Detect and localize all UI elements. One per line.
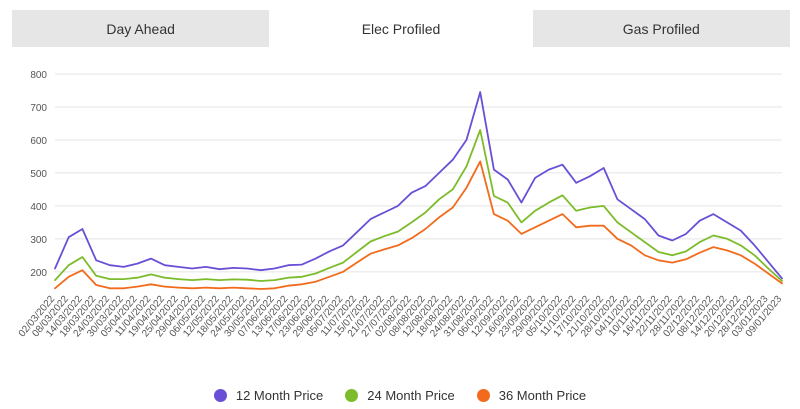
tab-elec-profiled[interactable]: Elec Profiled	[272, 10, 530, 47]
y-tick-label: 800	[30, 70, 47, 81]
tab-bar: Day Ahead Elec Profiled Gas Profiled	[12, 10, 790, 47]
price-line-chart: 20030040050060070080002/03/202208/03/202…	[17, 70, 785, 339]
tab-day-ahead[interactable]: Day Ahead	[12, 10, 270, 47]
legend-label-12-month: 12 Month Price	[235, 387, 324, 403]
legend-item-12-month[interactable]: 12 Month Price	[213, 387, 324, 403]
series-line-12-month	[54, 91, 783, 280]
series-line-36-month	[54, 160, 783, 290]
legend-swatch-12-month	[213, 388, 227, 402]
legend-swatch-24-month	[345, 388, 359, 402]
legend-item-24-month[interactable]: 24 Month Price	[345, 387, 455, 403]
tab-gas-profiled[interactable]: Gas Profiled	[532, 10, 790, 47]
y-tick-label: 500	[30, 169, 47, 180]
y-tick-label: 400	[30, 202, 47, 213]
y-tick-label: 200	[30, 268, 47, 279]
legend-label-24-month: 24 Month Price	[367, 387, 455, 403]
legend-label-36-month: 36 Month Price	[498, 387, 587, 403]
series-line-24-month	[54, 129, 783, 282]
y-tick-label: 600	[30, 136, 47, 147]
legend-swatch-36-month	[476, 388, 490, 402]
legend-item-36-month[interactable]: 36 Month Price	[476, 387, 587, 403]
y-tick-label: 700	[30, 103, 47, 114]
chart-legend: 12 Month Price 24 Month Price 36 Month P…	[0, 384, 800, 406]
y-tick-label: 300	[30, 235, 47, 246]
